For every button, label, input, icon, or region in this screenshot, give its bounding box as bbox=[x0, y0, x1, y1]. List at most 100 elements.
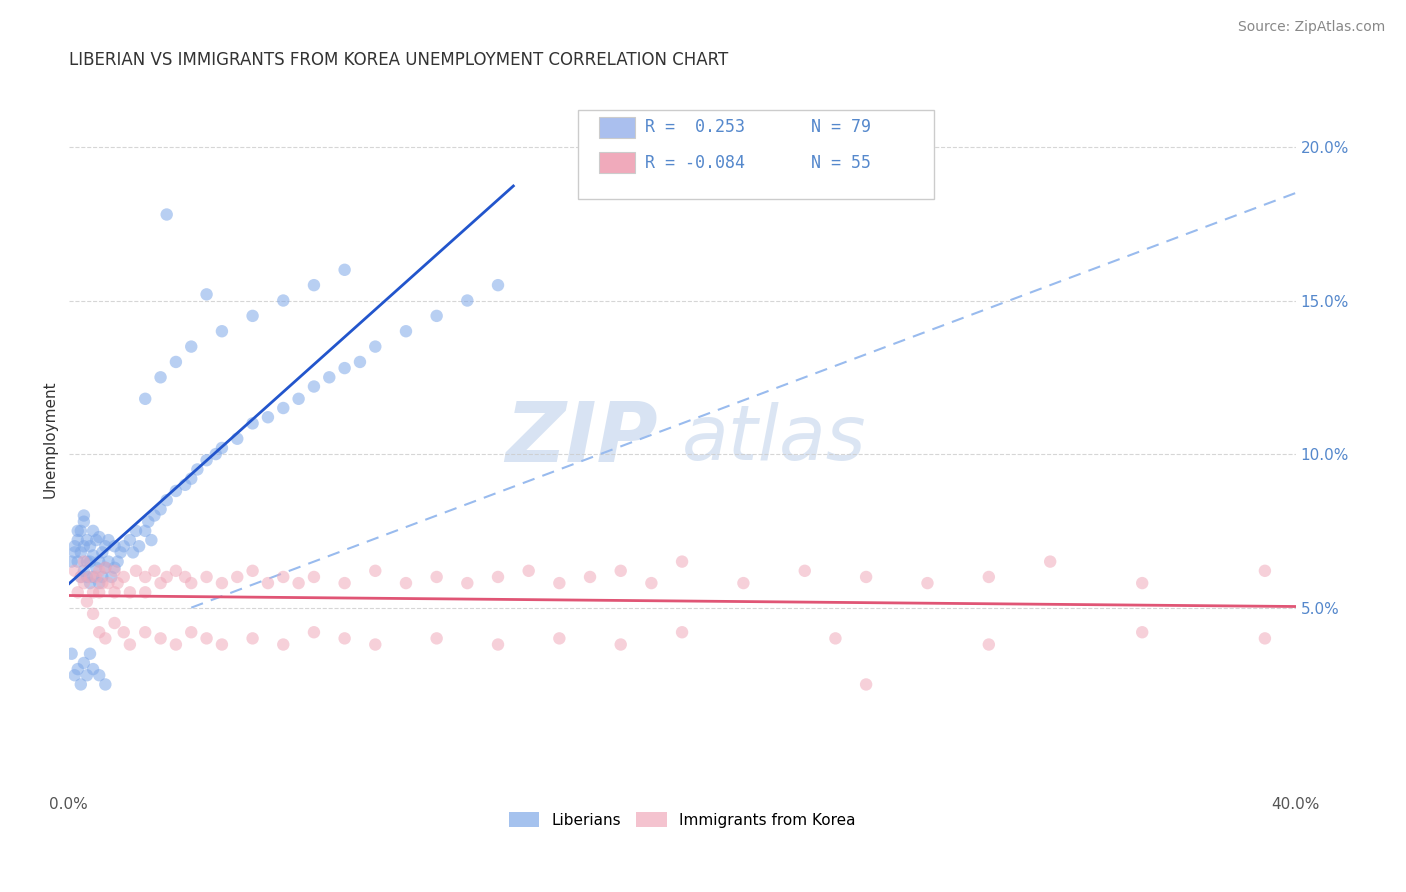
Point bbox=[579, 570, 602, 584]
Point bbox=[103, 585, 125, 599]
Text: atlas: atlas bbox=[682, 401, 866, 475]
Text: N = 79: N = 79 bbox=[811, 119, 870, 136]
Point bbox=[211, 324, 233, 338]
Point bbox=[165, 355, 187, 369]
Point bbox=[118, 638, 141, 652]
Point bbox=[73, 656, 96, 670]
Point bbox=[82, 585, 104, 599]
Point bbox=[426, 570, 449, 584]
Point bbox=[66, 533, 89, 547]
Point bbox=[63, 564, 86, 578]
Point bbox=[395, 576, 418, 591]
Point bbox=[302, 278, 325, 293]
Point bbox=[118, 533, 141, 547]
Point bbox=[76, 570, 98, 584]
Point bbox=[609, 564, 631, 578]
Point bbox=[73, 576, 96, 591]
Point bbox=[84, 560, 107, 574]
Point bbox=[195, 287, 218, 301]
Point bbox=[977, 638, 1000, 652]
Point bbox=[333, 262, 356, 277]
Point bbox=[76, 533, 98, 547]
Point bbox=[486, 278, 509, 293]
Point bbox=[134, 524, 156, 538]
Text: N = 55: N = 55 bbox=[811, 153, 870, 171]
Point bbox=[180, 340, 202, 354]
Point bbox=[69, 570, 91, 584]
Point bbox=[271, 293, 294, 308]
Point bbox=[333, 576, 356, 591]
Point bbox=[180, 625, 202, 640]
Point bbox=[66, 555, 89, 569]
Point bbox=[60, 555, 83, 569]
Point bbox=[91, 570, 114, 584]
Point bbox=[112, 539, 135, 553]
Point bbox=[195, 632, 218, 646]
Point bbox=[103, 615, 125, 630]
Point bbox=[165, 638, 187, 652]
Point bbox=[174, 570, 197, 584]
FancyBboxPatch shape bbox=[578, 111, 934, 199]
Point bbox=[349, 355, 371, 369]
Point bbox=[257, 410, 280, 425]
Point bbox=[110, 545, 132, 559]
Point bbox=[302, 379, 325, 393]
Point bbox=[364, 564, 387, 578]
Point bbox=[107, 576, 129, 591]
Point bbox=[63, 545, 86, 559]
Text: R =  0.253: R = 0.253 bbox=[645, 119, 745, 136]
Point bbox=[97, 555, 120, 569]
Point bbox=[180, 472, 202, 486]
Point bbox=[671, 625, 693, 640]
Point bbox=[97, 576, 120, 591]
Point bbox=[136, 515, 159, 529]
Point bbox=[69, 677, 91, 691]
Point bbox=[195, 570, 218, 584]
Point bbox=[211, 638, 233, 652]
Point bbox=[149, 370, 172, 384]
Point bbox=[91, 545, 114, 559]
Point bbox=[134, 392, 156, 406]
Y-axis label: Unemployment: Unemployment bbox=[44, 380, 58, 498]
Point bbox=[855, 677, 877, 691]
Text: ZIP: ZIP bbox=[505, 398, 658, 479]
Point bbox=[73, 515, 96, 529]
Point bbox=[640, 576, 662, 591]
Point bbox=[149, 502, 172, 516]
Point bbox=[364, 340, 387, 354]
Point bbox=[128, 539, 150, 553]
Point bbox=[917, 576, 939, 591]
Point bbox=[149, 576, 172, 591]
Point bbox=[89, 668, 111, 682]
Point bbox=[165, 564, 187, 578]
Point bbox=[141, 533, 163, 547]
Point bbox=[226, 570, 249, 584]
Point bbox=[271, 638, 294, 652]
Point bbox=[143, 508, 166, 523]
Point bbox=[82, 607, 104, 621]
Point bbox=[73, 539, 96, 553]
Point bbox=[134, 570, 156, 584]
Point bbox=[94, 632, 117, 646]
Point bbox=[134, 585, 156, 599]
Point bbox=[73, 508, 96, 523]
Point bbox=[548, 576, 571, 591]
Point bbox=[1039, 555, 1062, 569]
Point bbox=[89, 564, 111, 578]
Point bbox=[271, 401, 294, 415]
Point bbox=[156, 207, 179, 221]
Point bbox=[84, 533, 107, 547]
Point bbox=[69, 570, 91, 584]
Point bbox=[107, 555, 129, 569]
Point bbox=[287, 576, 309, 591]
Point bbox=[242, 564, 264, 578]
Point bbox=[977, 570, 1000, 584]
Point bbox=[73, 555, 96, 569]
Point bbox=[226, 432, 249, 446]
Point bbox=[302, 570, 325, 584]
Point bbox=[103, 560, 125, 574]
Point bbox=[69, 545, 91, 559]
Point bbox=[211, 441, 233, 455]
Point bbox=[82, 524, 104, 538]
Point bbox=[1254, 632, 1277, 646]
